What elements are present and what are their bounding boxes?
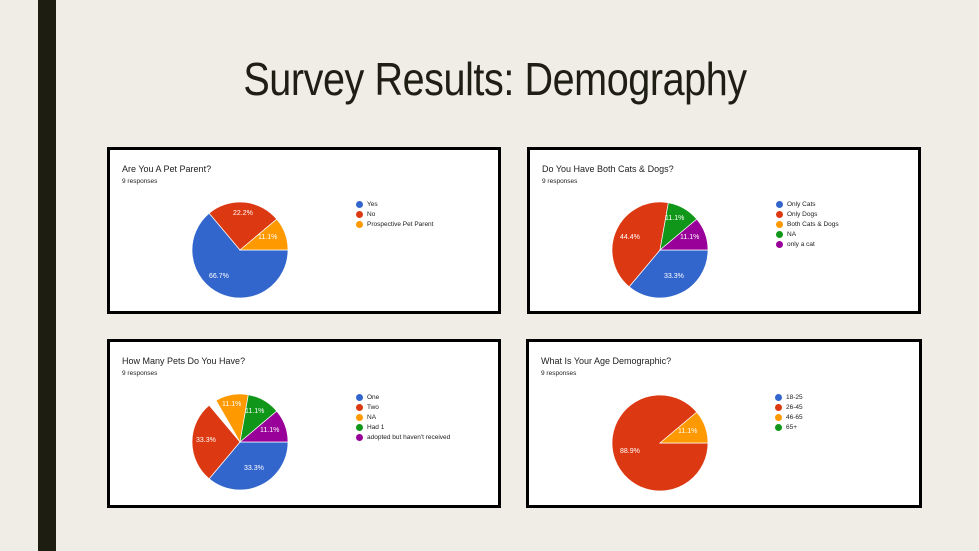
pie-slice-only-cats	[628, 249, 709, 299]
legend-swatch-icon	[356, 220, 363, 228]
pie-chart: 66.7% 22.2% 11.1%	[191, 201, 289, 299]
legend-swatch-icon	[356, 403, 363, 411]
legend-item: NA	[776, 229, 839, 239]
chart-subtitle: 9 responses	[122, 370, 158, 377]
legend-swatch-icon	[775, 413, 782, 421]
pie-slice-one	[208, 441, 289, 491]
chart-title: How Many Pets Do You Have?	[122, 356, 246, 366]
legend-item: Both Cats & Dogs	[776, 219, 839, 229]
chart-card-how-many-pets: How Many Pets Do You Have? 9 responses 3…	[107, 339, 501, 508]
legend-swatch-icon	[775, 393, 782, 401]
pie-chart: 33.3% 33.3% 11.1% 11.1% 11.1%	[191, 393, 289, 491]
slice-label: 66.7%	[209, 273, 229, 280]
chart-subtitle: 9 responses	[541, 370, 577, 377]
chart-card-cats-dogs: Do You Have Both Cats & Dogs? 9 response…	[527, 147, 921, 314]
pie-chart: 88.9% 11.1%	[611, 394, 709, 492]
pie-slice-two	[191, 404, 241, 480]
slice-label: 11.1%	[678, 428, 697, 435]
chart-subtitle: 9 responses	[542, 178, 578, 185]
legend-item: 46-65	[775, 412, 803, 422]
legend-swatch-icon	[775, 403, 782, 411]
pie-slice-only-dogs	[611, 201, 669, 288]
legend-item: 65+	[775, 422, 803, 432]
chart-legend: One Two NA Had 1 adopted but haven't rec…	[356, 392, 450, 442]
legend-swatch-icon	[776, 230, 783, 238]
slice-label: 33.3%	[244, 465, 264, 472]
legend-swatch-icon	[356, 433, 363, 441]
pie-slice-only-a-cat	[659, 218, 709, 251]
legend-swatch-icon	[356, 200, 363, 208]
legend-item: NA	[356, 412, 450, 422]
legend-swatch-icon	[776, 240, 783, 248]
chart-title: What Is Your Age Demographic?	[541, 356, 672, 366]
slice-label: 33.3%	[664, 273, 684, 280]
legend-item: One	[356, 392, 450, 402]
chart-legend: Yes No Prospective Pet Parent	[356, 199, 433, 229]
legend-swatch-icon	[356, 413, 363, 421]
legend-item: Only Cats	[776, 199, 839, 209]
pie-slice-prospective	[239, 218, 289, 251]
legend-swatch-icon	[356, 210, 363, 218]
pie-slice-adopted	[239, 410, 289, 443]
legend-item: Two	[356, 402, 450, 412]
pie-chart: 33.3% 44.4% 11.1% 11.1%	[611, 201, 709, 299]
legend-item: only a cat	[776, 239, 839, 249]
slice-label: 11.1%	[680, 234, 699, 241]
legend-item: Only Dogs	[776, 209, 839, 219]
slice-label: 88.9%	[620, 448, 640, 455]
legend-item: 18-25	[775, 392, 803, 402]
slice-label: 22.2%	[233, 210, 253, 217]
chart-title: Are You A Pet Parent?	[122, 164, 212, 174]
legend-item: No	[356, 209, 433, 219]
pie-slice-yes	[191, 212, 289, 299]
slice-label: 11.1%	[665, 215, 684, 222]
chart-card-pet-parent: Are You A Pet Parent? 9 responses 66.7% …	[107, 147, 501, 314]
chart-legend: 18-25 26-45 46-65 65+	[775, 392, 803, 432]
legend-item: Prospective Pet Parent	[356, 219, 433, 229]
slice-label: 11.1%	[260, 427, 279, 434]
legend-swatch-icon	[775, 423, 782, 431]
slice-label: 44.4%	[620, 234, 640, 241]
legend-item: Had 1	[356, 422, 450, 432]
legend-swatch-icon	[356, 423, 363, 431]
legend-swatch-icon	[776, 200, 783, 208]
legend-swatch-icon	[776, 210, 783, 218]
slice-label: 11.1%	[258, 234, 277, 241]
legend-swatch-icon	[356, 393, 363, 401]
legend-item: adopted but haven't received	[356, 432, 450, 442]
slide-side-bar	[38, 0, 56, 551]
slide-title: Survey Results: Demography	[243, 53, 747, 105]
chart-card-age: What Is Your Age Demographic? 9 response…	[526, 339, 922, 508]
pie-slice-46-65	[659, 411, 709, 444]
chart-subtitle: 9 responses	[122, 178, 158, 185]
legend-swatch-icon	[776, 220, 783, 228]
slice-label: 33.3%	[196, 437, 216, 444]
slice-label: 11.1%	[245, 408, 264, 415]
chart-legend: Only Cats Only Dogs Both Cats & Dogs NA …	[776, 199, 839, 249]
legend-item: Yes	[356, 199, 433, 209]
pie-slice-no	[208, 201, 278, 251]
chart-title: Do You Have Both Cats & Dogs?	[542, 164, 674, 174]
slice-label: 11.1%	[222, 401, 241, 408]
legend-item: 26-45	[775, 402, 803, 412]
